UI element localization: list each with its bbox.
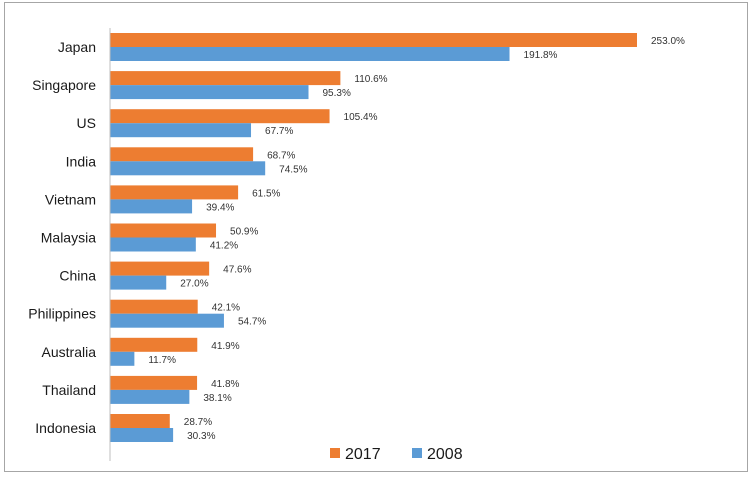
data-label-australia-2008: 11.7%: [148, 355, 176, 366]
category-label-vietnam: Vietnam: [45, 191, 96, 207]
bar-vietnam-2008: [110, 199, 193, 214]
data-label-vietnam-2008: 39.4%: [206, 202, 234, 213]
bar-china-2008: [110, 275, 167, 290]
bar-china-2017: [110, 261, 210, 276]
category-label-indonesia: Indonesia: [35, 420, 96, 436]
bar-india-2008: [110, 161, 266, 176]
data-label-china-2017: 47.6%: [223, 265, 251, 276]
bar-thailand-2008: [110, 389, 190, 404]
legend-swatch-2008: [412, 448, 422, 458]
data-label-vietnam-2017: 61.5%: [252, 188, 280, 199]
category-label-thailand: Thailand: [42, 382, 96, 398]
category-label-singapore: Singapore: [32, 77, 96, 93]
data-label-japan-2008: 191.8%: [524, 50, 558, 61]
data-label-thailand-2017: 41.8%: [211, 379, 239, 390]
legend-label-2017: 2017: [345, 446, 381, 463]
data-label-indonesia-2017: 28.7%: [184, 417, 212, 428]
data-label-singapore-2017: 110.6%: [354, 74, 387, 85]
data-label-china-2008: 27.0%: [180, 279, 208, 290]
bar-us-2008: [110, 123, 252, 138]
data-label-thailand-2008: 38.1%: [203, 393, 231, 404]
data-label-us-2017: 105.4%: [344, 112, 378, 123]
data-label-singapore-2008: 95.3%: [323, 88, 351, 99]
data-label-philippines-2017: 42.1%: [212, 303, 240, 314]
bar-australia-2008: [110, 351, 135, 366]
bar-japan-2008: [110, 47, 510, 61]
data-label-japan-2017: 253.0%: [651, 36, 685, 47]
category-label-japan: Japan: [58, 39, 96, 55]
category-label-us: US: [77, 115, 96, 131]
bar-philippines-2017: [110, 299, 198, 314]
bar-malaysia-2017: [110, 223, 217, 238]
bar-indonesia-2017: [110, 414, 170, 428]
bar-malaysia-2008: [110, 237, 196, 252]
data-label-india-2008: 74.5%: [279, 164, 307, 175]
legend-label-2008: 2008: [427, 446, 463, 463]
bar-thailand-2017: [110, 375, 198, 390]
bar-japan-2017: [110, 33, 637, 47]
legend-swatch-2017: [330, 448, 340, 458]
data-label-philippines-2008: 54.7%: [238, 317, 266, 328]
category-label-malaysia: Malaysia: [41, 230, 96, 246]
bar-us-2017: [110, 109, 330, 124]
data-label-india-2017: 68.7%: [267, 150, 295, 161]
bar-singapore-2008: [110, 85, 309, 100]
bar-singapore-2017: [110, 71, 341, 86]
bar-philippines-2008: [110, 313, 224, 328]
bar-vietnam-2017: [110, 185, 239, 200]
data-label-malaysia-2017: 50.9%: [230, 227, 258, 238]
bar-indonesia-2008: [110, 428, 174, 442]
category-label-india: India: [66, 153, 97, 169]
bar-india-2017: [110, 147, 254, 162]
category-label-australia: Australia: [42, 344, 97, 360]
data-label-australia-2017: 41.9%: [211, 341, 239, 352]
category-label-philippines: Philippines: [28, 306, 96, 322]
data-label-malaysia-2008: 41.2%: [210, 241, 238, 252]
data-label-indonesia-2008: 30.3%: [187, 431, 215, 442]
data-label-us-2008: 67.7%: [265, 126, 293, 137]
bar-australia-2017: [110, 337, 198, 352]
category-label-china: China: [59, 268, 96, 284]
